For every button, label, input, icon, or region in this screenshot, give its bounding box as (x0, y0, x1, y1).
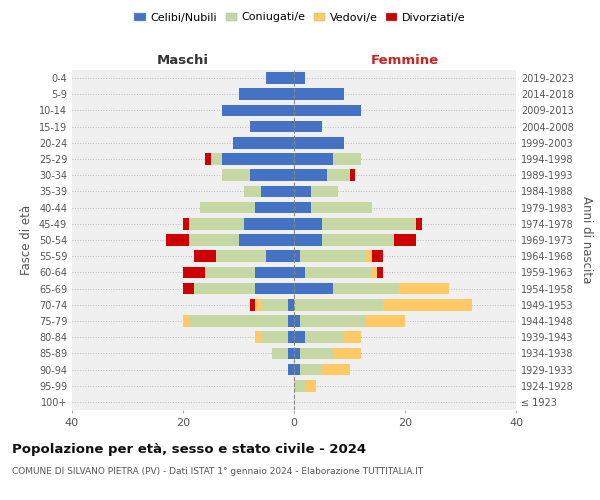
Bar (250, 121, 294, 132)
Legend: Celibi/Nubili, Coniugati/e, Vedovi/e, Divorziati/e: Celibi/Nubili, Coniugati/e, Vedovi/e, Di… (130, 8, 470, 27)
Bar (188, 315, 289, 327)
Bar (183, 218, 188, 230)
Y-axis label: Fasce di età: Fasce di età (20, 205, 33, 275)
Bar (299, 315, 366, 327)
Bar (261, 186, 294, 198)
Bar (350, 170, 355, 181)
Bar (294, 380, 305, 392)
Bar (366, 315, 405, 327)
Bar (250, 299, 255, 310)
Text: Femmine: Femmine (371, 54, 439, 67)
Bar (289, 348, 294, 359)
Bar (183, 266, 205, 278)
Text: Popolazione per età, sesso e stato civile - 2024: Popolazione per età, sesso e stato civil… (12, 442, 366, 456)
Bar (383, 299, 472, 310)
Bar (299, 250, 366, 262)
Bar (333, 282, 400, 294)
Bar (366, 250, 372, 262)
Bar (261, 299, 289, 310)
Bar (188, 234, 239, 246)
Bar (322, 364, 350, 376)
Bar (294, 202, 311, 213)
Bar (266, 72, 294, 84)
Bar (294, 332, 305, 343)
Bar (261, 332, 289, 343)
Bar (239, 88, 294, 100)
Bar (194, 282, 255, 294)
Bar (294, 72, 305, 84)
Bar (289, 299, 294, 310)
Bar (222, 104, 294, 117)
Text: Maschi: Maschi (157, 54, 209, 67)
Bar (183, 315, 188, 327)
Bar (294, 315, 299, 327)
Bar (222, 153, 294, 165)
Bar (394, 234, 416, 246)
Bar (255, 266, 294, 278)
Text: COMUNE DI SILVANO PIETRA (PV) - Dati ISTAT 1° gennaio 2024 - Elaborazione TUTTIT: COMUNE DI SILVANO PIETRA (PV) - Dati IST… (12, 468, 423, 476)
Bar (200, 202, 255, 213)
Bar (289, 364, 294, 376)
Bar (294, 364, 299, 376)
Y-axis label: Anni di nascita: Anni di nascita (580, 196, 593, 284)
Bar (255, 202, 294, 213)
Bar (166, 234, 188, 246)
Bar (294, 282, 333, 294)
Bar (255, 332, 261, 343)
Bar (333, 348, 361, 359)
Bar (205, 153, 211, 165)
Bar (255, 299, 261, 310)
Bar (272, 348, 289, 359)
Bar (266, 250, 294, 262)
Bar (294, 88, 344, 100)
Bar (250, 170, 294, 181)
Bar (400, 282, 449, 294)
Bar (344, 332, 361, 343)
Bar (255, 282, 294, 294)
Bar (183, 282, 194, 294)
Bar (372, 266, 377, 278)
Bar (294, 250, 299, 262)
Bar (299, 364, 322, 376)
Bar (294, 299, 383, 310)
Bar (328, 170, 350, 181)
Bar (294, 121, 322, 132)
Bar (294, 266, 305, 278)
Bar (289, 315, 294, 327)
Bar (217, 250, 266, 262)
Bar (305, 380, 316, 392)
Bar (322, 234, 394, 246)
Bar (377, 266, 383, 278)
Bar (205, 266, 255, 278)
Bar (244, 218, 294, 230)
Bar (211, 153, 222, 165)
Bar (294, 348, 299, 359)
Bar (294, 104, 361, 117)
Bar (322, 218, 416, 230)
Bar (294, 137, 344, 148)
Bar (194, 250, 217, 262)
Bar (305, 266, 372, 278)
Bar (305, 332, 344, 343)
Bar (294, 186, 311, 198)
Bar (311, 186, 338, 198)
Bar (294, 218, 322, 230)
Bar (188, 218, 244, 230)
Bar (416, 218, 422, 230)
Bar (372, 250, 383, 262)
Bar (289, 332, 294, 343)
Bar (244, 186, 261, 198)
Bar (222, 170, 250, 181)
Bar (294, 153, 333, 165)
Bar (294, 234, 322, 246)
Bar (239, 234, 294, 246)
Bar (294, 170, 328, 181)
Bar (233, 137, 294, 148)
Bar (299, 348, 333, 359)
Bar (311, 202, 372, 213)
Bar (333, 153, 361, 165)
